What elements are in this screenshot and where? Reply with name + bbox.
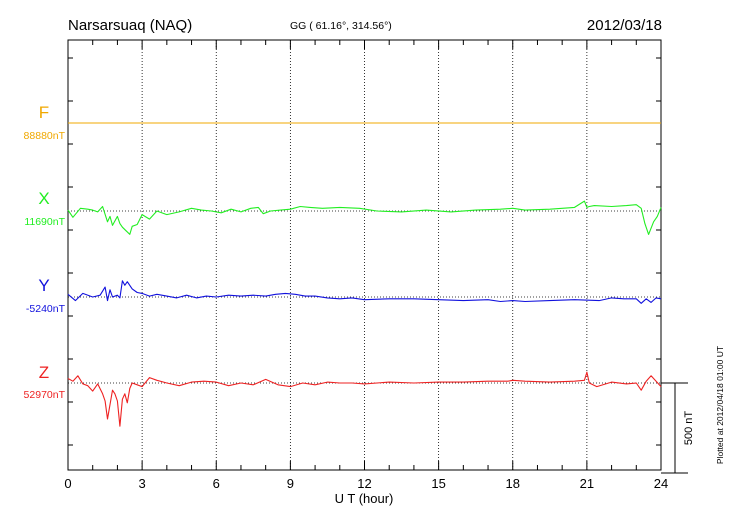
date-label: 2012/03/18 [587,17,662,34]
series-line-y [67,280,662,304]
series-lines [67,122,662,427]
series-name-x: X [38,189,49,208]
scale-bar: 500 nT [661,382,695,474]
series-labels: F 88880nT X 11690nT Y -5240nT Z 52970nT [24,103,66,401]
series-name-f: F [39,103,49,122]
axis-ticks [67,40,662,470]
scale-bar-label: 500 nT [683,411,695,446]
x-tick-label-6: 6 [213,476,220,491]
series-line-x [67,200,662,235]
x-tick-label-18: 18 [506,476,520,491]
x-tick-labels: 0 3 6 9 12 15 18 21 24 [64,476,668,491]
x-axis-label: U T (hour) [335,491,394,506]
station-title: Narsarsuaq (NAQ) [68,17,192,34]
plot-frame [67,39,662,471]
grid [141,40,588,470]
series-baseline-value-y: -5240nT [26,303,66,315]
coordinates-label: GG ( 61.16°, 314.56°) [290,20,392,32]
x-tick-label-12: 12 [357,476,371,491]
x-tick-label-3: 3 [139,476,146,491]
x-tick-label-15: 15 [431,476,445,491]
series-name-z: Z [39,363,49,382]
plotted-at-note: Plotted at 2012/04/18 01:00 UT [715,346,725,464]
series-line-z [67,371,662,427]
series-baseline-value-z: 52970nT [24,389,66,401]
x-tick-label-9: 9 [287,476,294,491]
x-tick-label-24: 24 [654,476,668,491]
series-baseline-value-x: 11690nT [24,216,65,228]
x-tick-label-0: 0 [64,476,71,491]
x-tick-label-21: 21 [580,476,594,491]
series-name-y: Y [38,276,49,295]
series-baseline-value-f: 88880nT [24,130,66,142]
